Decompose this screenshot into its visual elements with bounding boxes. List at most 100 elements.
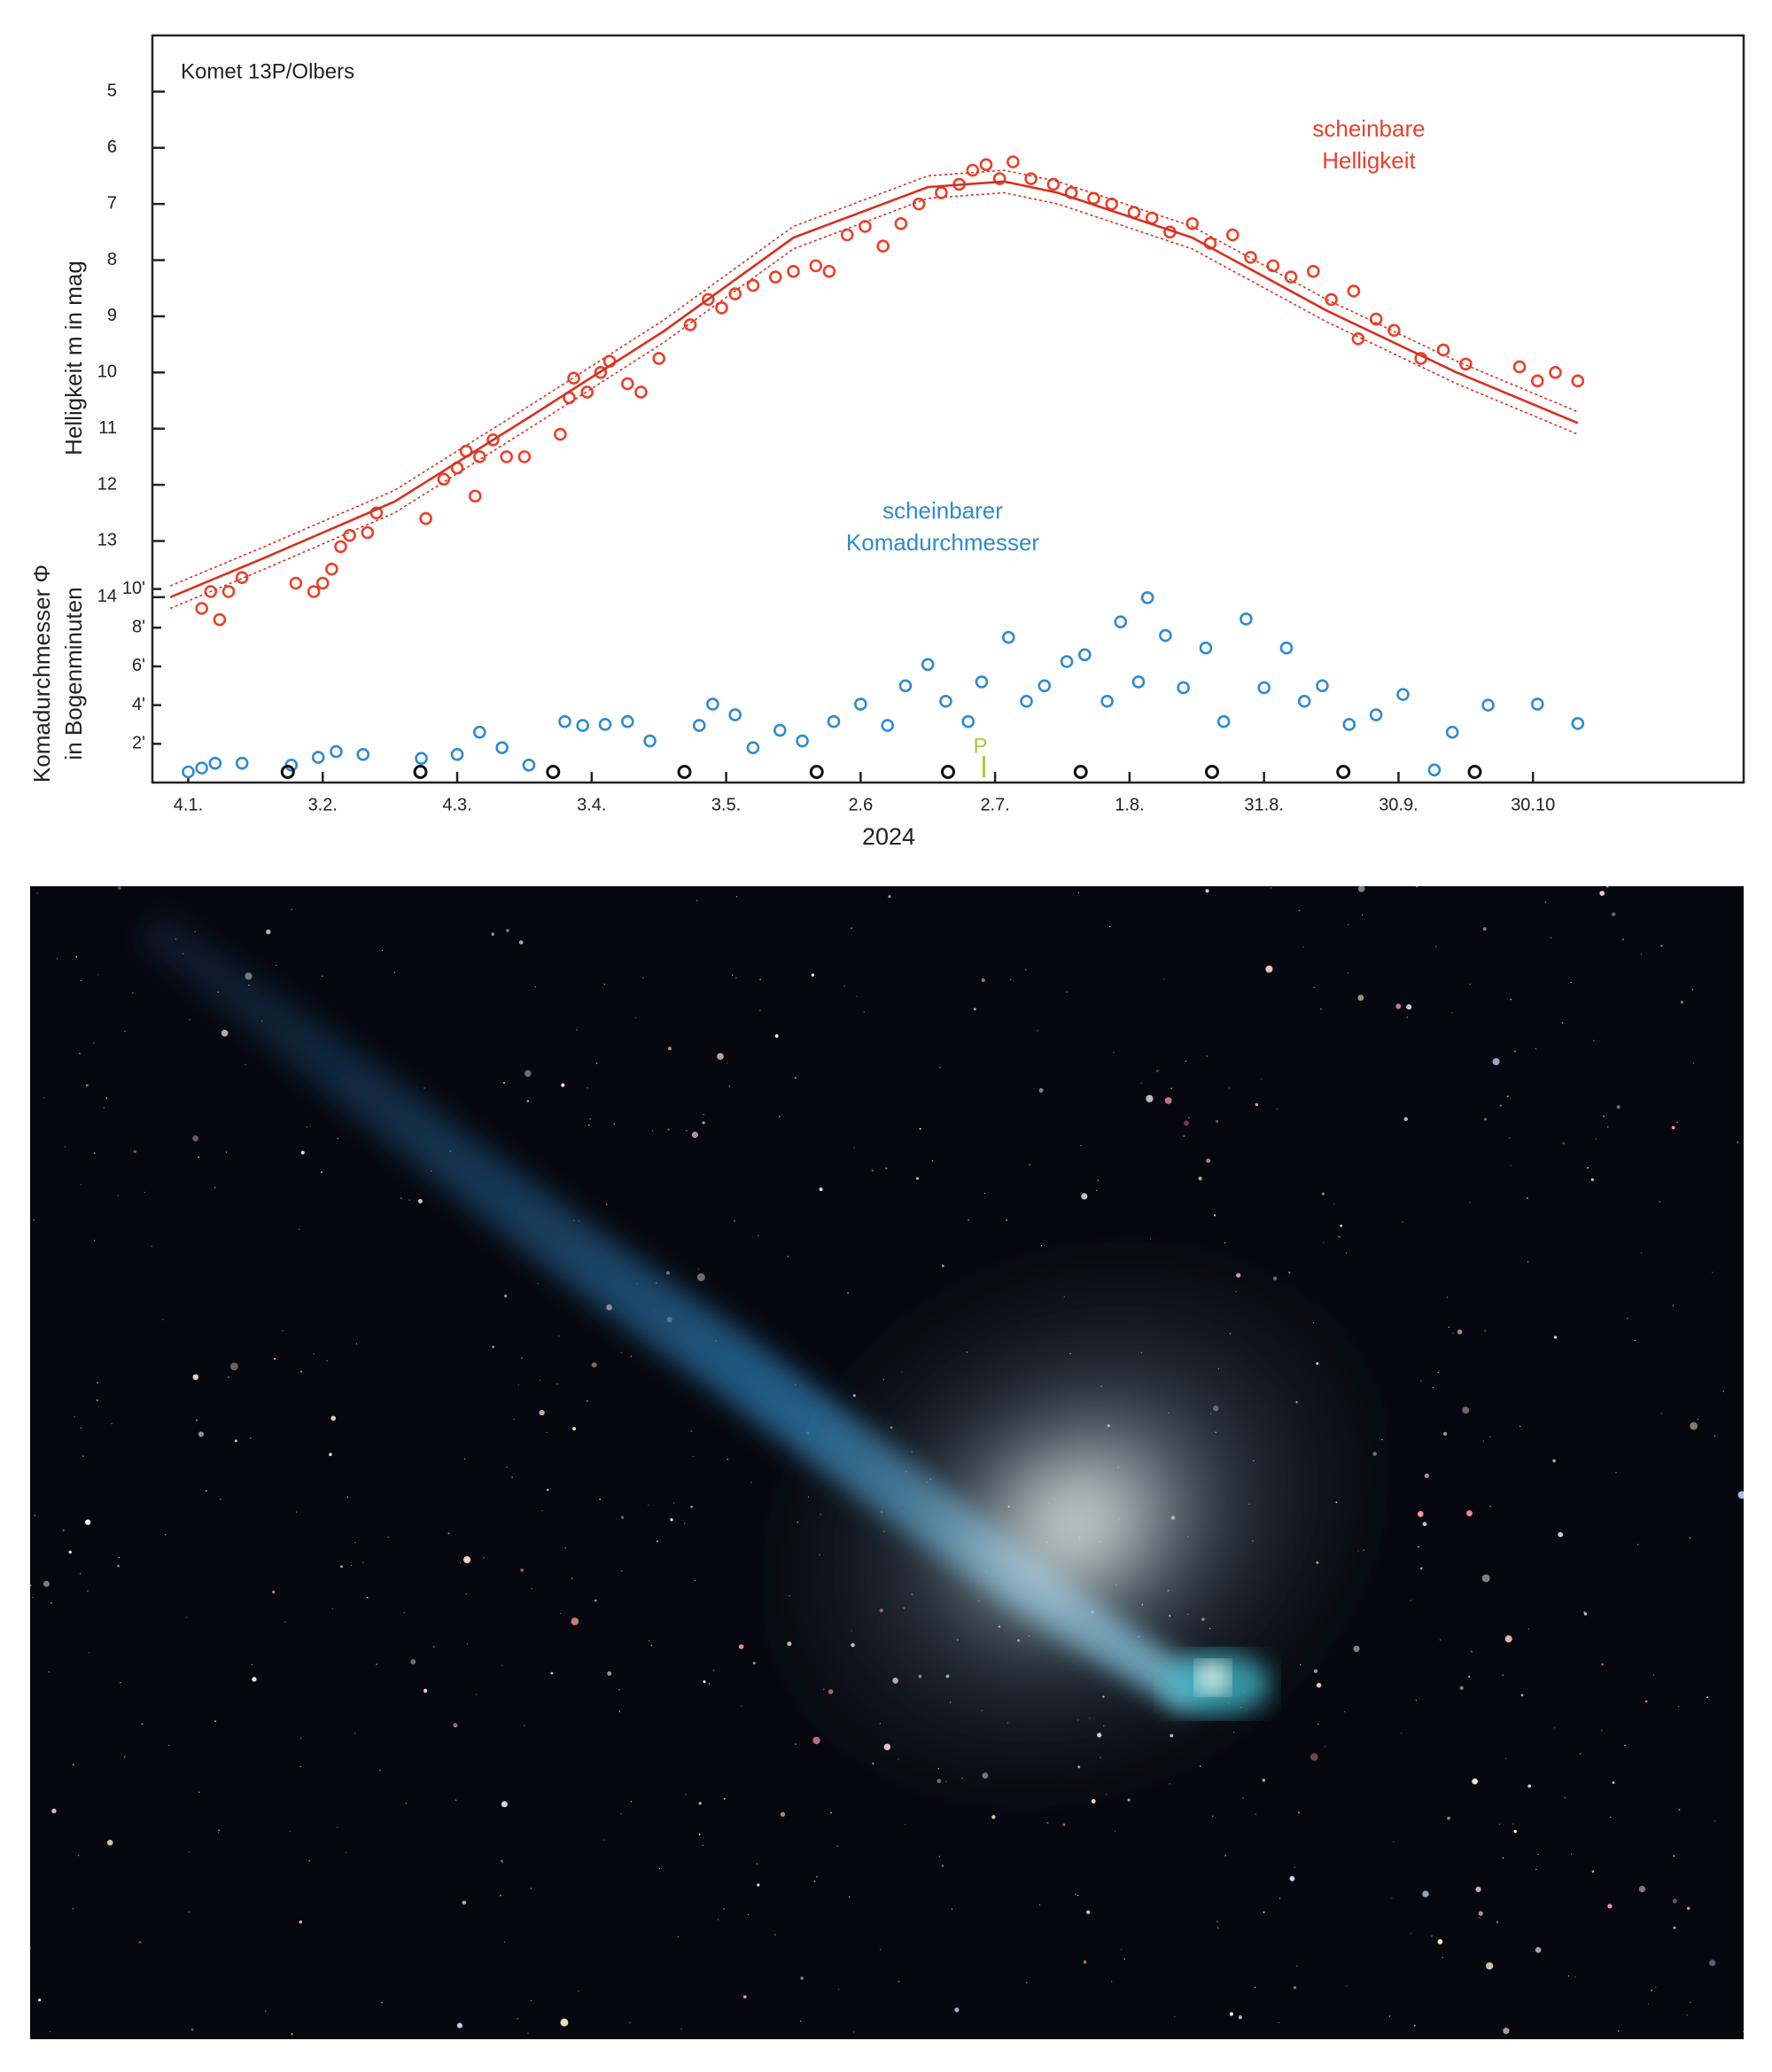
star — [756, 1863, 758, 1865]
star — [898, 1980, 900, 1982]
data-point — [468, 489, 482, 503]
star — [815, 1875, 819, 1878]
star — [734, 1220, 735, 1222]
star — [1442, 1431, 1448, 1437]
star — [853, 1147, 855, 1149]
star — [1537, 1853, 1539, 1855]
data-point — [975, 675, 989, 689]
star — [1510, 999, 1512, 1001]
star — [291, 908, 293, 910]
star — [1198, 1176, 1202, 1180]
star — [667, 1128, 670, 1131]
star — [381, 949, 384, 951]
star — [1553, 1727, 1556, 1729]
data-point — [222, 585, 236, 598]
data-point — [822, 264, 836, 278]
star — [403, 1611, 406, 1614]
star — [1323, 1242, 1325, 1243]
star — [75, 955, 78, 958]
x-tick-label: 3.5. — [711, 795, 741, 814]
star — [464, 1458, 466, 1460]
star — [417, 1198, 423, 1203]
star — [698, 1802, 702, 1805]
star — [620, 1812, 622, 1815]
data-point — [315, 576, 330, 590]
star — [630, 1800, 633, 1803]
star — [1278, 1897, 1280, 1899]
star — [1164, 1096, 1172, 1104]
star — [871, 1169, 874, 1172]
star — [1709, 1959, 1716, 1967]
star — [274, 1358, 276, 1360]
star — [1038, 1087, 1044, 1093]
star — [1297, 1811, 1301, 1814]
star — [1552, 1459, 1556, 1463]
star — [82, 1455, 84, 1457]
star — [1121, 1949, 1123, 1951]
x-tick-label: 30.9. — [1379, 795, 1418, 814]
star — [192, 1135, 199, 1141]
star — [1482, 927, 1487, 931]
star — [506, 1466, 508, 1468]
data-point — [1100, 694, 1114, 708]
star — [1691, 989, 1693, 991]
data-point — [1571, 374, 1585, 388]
data-point — [1060, 655, 1074, 668]
moon-marker — [677, 765, 692, 779]
star — [954, 2007, 960, 2013]
star — [221, 1029, 229, 1037]
star — [1644, 1700, 1648, 1702]
star — [931, 1160, 933, 1162]
moon-marker — [941, 765, 955, 779]
star — [97, 1382, 98, 1383]
star — [1737, 1491, 1744, 1499]
data-point — [195, 761, 208, 775]
star — [87, 1590, 89, 1592]
star — [1595, 1138, 1597, 1140]
star — [759, 1009, 761, 1011]
star — [521, 1357, 523, 1359]
star — [1510, 1165, 1512, 1166]
star — [938, 1856, 940, 1858]
star — [1313, 1669, 1318, 1673]
star — [1096, 1189, 1098, 1191]
star — [556, 1383, 558, 1385]
star — [1570, 981, 1572, 984]
star — [794, 1077, 797, 1079]
data-point — [634, 386, 648, 399]
star — [106, 1839, 113, 1846]
star — [1415, 886, 1418, 888]
star — [621, 1570, 623, 1572]
annotation: Helligkeit — [1322, 147, 1416, 174]
star — [326, 1359, 328, 1362]
star — [1570, 1853, 1573, 1855]
star — [1610, 1816, 1612, 1818]
chart-title: Komet 13P/Olbers — [181, 59, 354, 83]
y-axis-label: Helligkeit m in mag — [60, 261, 87, 456]
star — [694, 1579, 696, 1581]
data-point — [728, 708, 742, 721]
data-point — [1114, 615, 1128, 629]
star — [48, 1671, 50, 1673]
star — [843, 985, 845, 987]
star — [1452, 1332, 1454, 1335]
star — [571, 1617, 579, 1625]
data-point — [683, 318, 697, 331]
fit-line — [169, 180, 1579, 599]
star — [981, 978, 985, 983]
star — [1224, 1854, 1227, 1857]
star — [1527, 1628, 1530, 1630]
star — [503, 1294, 508, 1298]
star — [456, 2022, 462, 2029]
star — [606, 1203, 608, 1205]
star — [1278, 2021, 1279, 2024]
star — [1615, 1472, 1617, 1474]
star — [1417, 1511, 1424, 1517]
star — [1737, 1141, 1738, 1143]
star — [741, 1705, 742, 1707]
star — [284, 1621, 286, 1623]
star — [51, 1602, 52, 1604]
star — [1457, 1329, 1463, 1335]
data-point — [1257, 681, 1271, 695]
star — [460, 1562, 462, 1564]
